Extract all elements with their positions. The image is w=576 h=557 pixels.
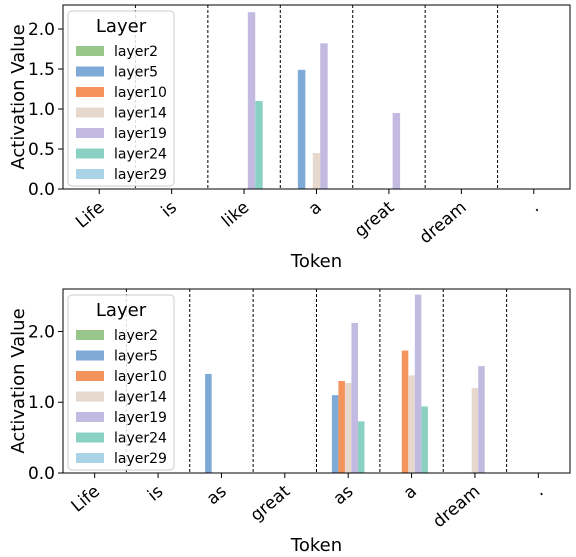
bar-layer19-5 <box>414 294 422 473</box>
x-tick-label: a <box>305 198 326 220</box>
bar-layer10-4 <box>338 381 345 473</box>
x-tick-label: is <box>158 197 181 221</box>
legend-swatch-layer14 <box>76 391 104 402</box>
bar-layer19-4 <box>351 322 358 473</box>
legend-swatch-layer24 <box>76 148 104 159</box>
legend-title: Layer <box>96 300 147 321</box>
y-tick-label: 0.0 <box>28 180 55 200</box>
legend-swatch-layer2 <box>76 46 104 56</box>
x-tick-label: dream <box>429 482 484 533</box>
y-tick-label: 0.5 <box>28 140 55 160</box>
x-tick-label: Life <box>68 482 104 517</box>
bar-layer19-2 <box>247 12 256 190</box>
y-tick-label: 2.0 <box>28 20 55 40</box>
legend-swatch-layer24 <box>76 432 104 443</box>
legend-swatch-layer5 <box>76 66 104 77</box>
legend-title: Layer <box>96 16 147 37</box>
x-tick-label: . <box>531 482 548 501</box>
legend-label-layer10: layer10 <box>114 85 167 101</box>
y-tick-label: 1.0 <box>28 393 55 413</box>
legend-swatch-layer29 <box>76 169 104 179</box>
bar-layer5-2 <box>205 373 212 473</box>
x-tick-label: as <box>203 481 231 509</box>
legend-label-layer19: layer19 <box>114 126 167 142</box>
y-tick-label: 1.5 <box>28 60 55 80</box>
legend-label-layer2: layer2 <box>114 44 158 60</box>
legend-swatch-layer19 <box>76 412 104 422</box>
y-tick-label: 1.0 <box>28 100 55 120</box>
chart-1: 0.0 0.5 1.0 1.5 2.0 Life is like a great dream . Tok… <box>8 4 571 272</box>
x-tick-label: great <box>351 197 399 241</box>
bar-layer10-5 <box>401 350 409 473</box>
x-axis-title: Token <box>290 535 342 553</box>
legend-swatch-layer19 <box>76 128 104 138</box>
y-tick-label: 2.0 <box>28 322 55 342</box>
y-axis-title: Activation Value <box>8 24 29 169</box>
legend-swatch-layer5 <box>76 350 104 361</box>
legend-label-layer5: layer5 <box>114 349 158 365</box>
bar-layer14-6 <box>471 388 479 473</box>
legend: Layer layer2 layer5 layer10 layer14 layer19 la… <box>67 10 175 187</box>
bar-layer19-3 <box>320 43 328 190</box>
x-tick-label: . <box>526 198 543 217</box>
bar-layer24-4 <box>357 421 365 473</box>
bar-layer24-5 <box>421 406 428 473</box>
bar-layer19-6 <box>478 366 485 473</box>
x-tick-label: like <box>218 198 253 232</box>
legend-label-layer24: layer24 <box>114 147 167 163</box>
legend: Layer layer2 layer5 layer10 layer14 layer19 la… <box>67 294 175 471</box>
legend-swatch-layer29 <box>76 453 104 463</box>
legend-label-layer19: layer19 <box>114 410 167 426</box>
legend-swatch-layer2 <box>76 330 104 340</box>
x-tick-label: a <box>400 482 421 504</box>
x-tick-label: is <box>144 481 167 505</box>
legend-label-layer29: layer29 <box>114 451 167 467</box>
bar-layer19-4 <box>392 113 401 189</box>
legend-label-layer14: layer14 <box>114 106 167 122</box>
legend-label-layer24: layer24 <box>114 431 167 447</box>
legend-swatch-layer14 <box>76 107 104 118</box>
bar-layer14-4 <box>344 383 352 473</box>
bar-layer14-3 <box>312 153 321 189</box>
legend-swatch-layer10 <box>76 371 104 381</box>
legend-label-layer2: layer2 <box>114 328 158 344</box>
bar-layer14-5 <box>408 375 415 473</box>
legend-label-layer10: layer10 <box>114 369 167 385</box>
legend-swatch-layer10 <box>76 87 104 97</box>
bar-layer5-3 <box>297 69 306 189</box>
y-tick-label: 0.0 <box>28 464 55 484</box>
plot-frame <box>62 288 571 474</box>
legend-label-layer5: layer5 <box>114 65 158 81</box>
x-tick-label: as <box>330 481 358 509</box>
y-axis-title: Activation Value <box>8 308 29 453</box>
legend-label-layer14: layer14 <box>114 390 167 406</box>
x-tick-label: Life <box>72 198 108 233</box>
bar-layer24-2 <box>255 101 263 189</box>
x-tick-label: dream <box>416 198 471 249</box>
bar-layer5-4 <box>331 395 339 473</box>
x-tick-label: great <box>247 481 295 525</box>
x-axis-title: Token <box>290 251 342 272</box>
legend-label-layer29: layer29 <box>114 167 167 183</box>
